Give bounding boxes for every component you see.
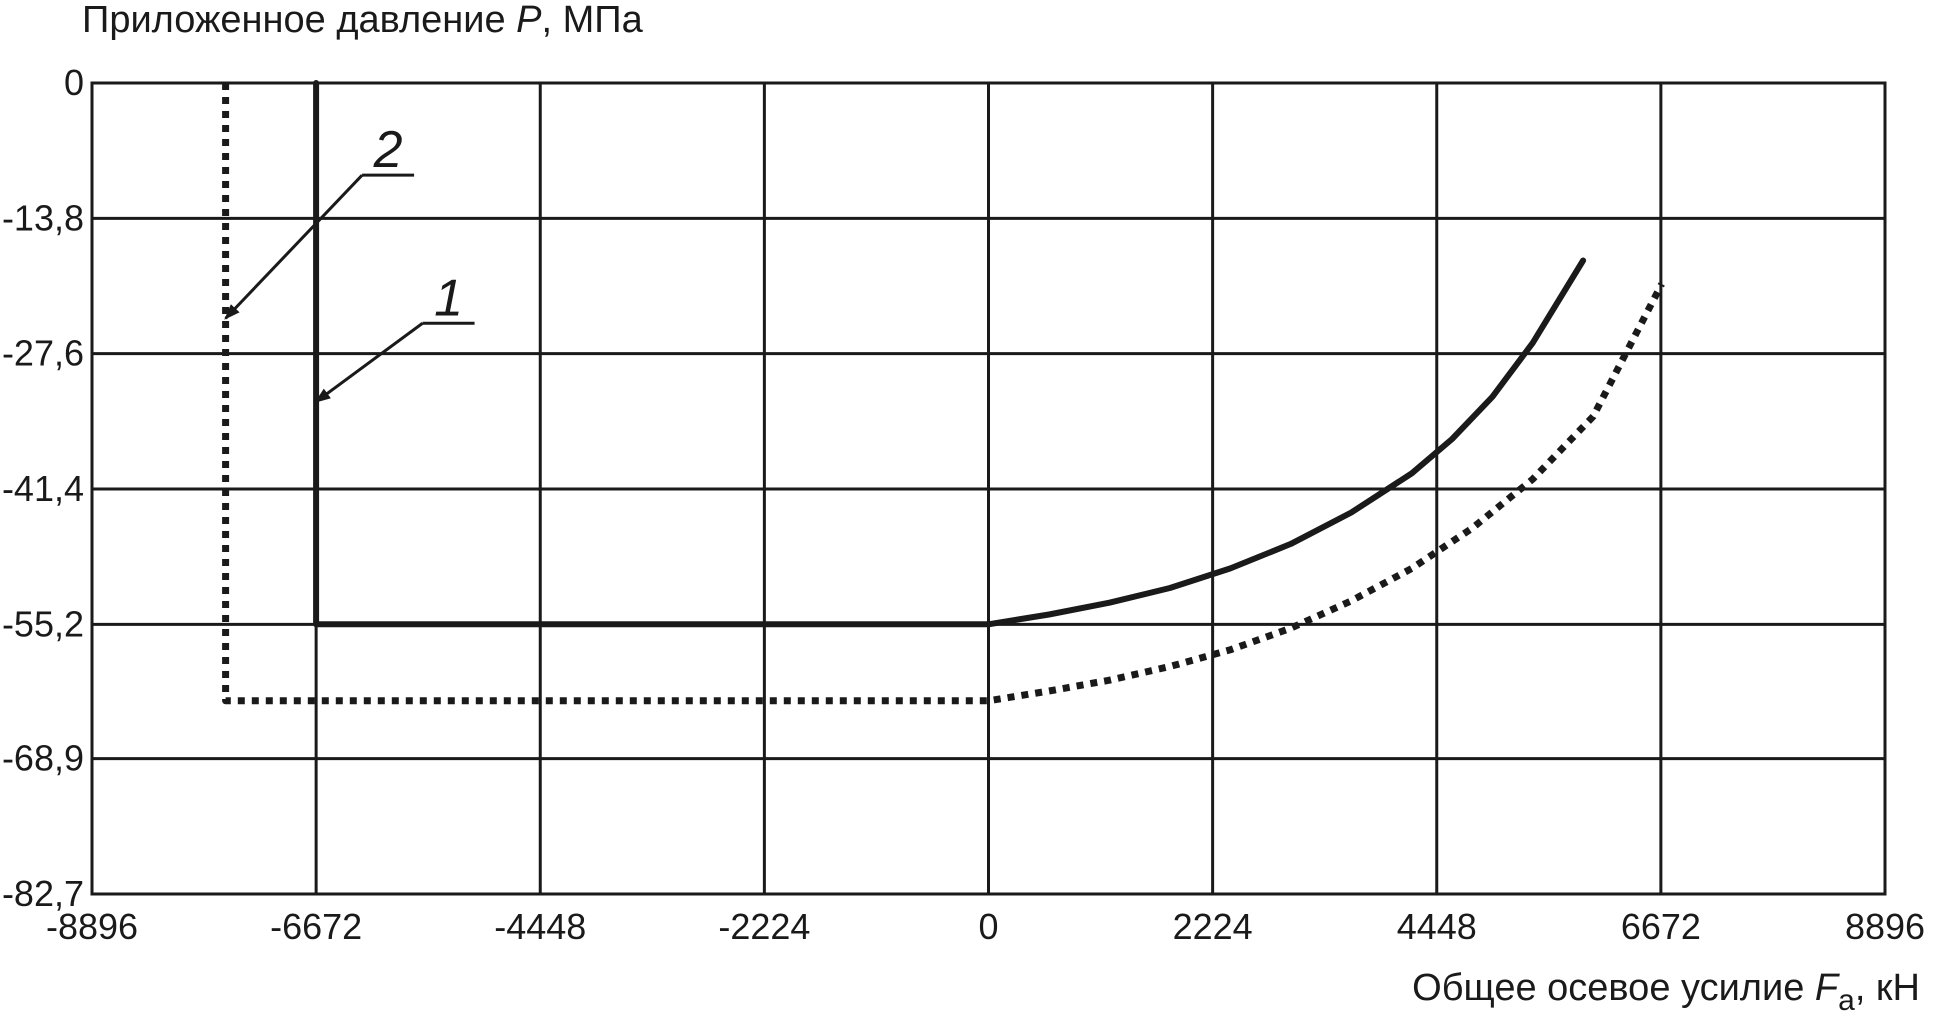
x-axis-title-prefix: Общее осевое усилие bbox=[1412, 967, 1815, 1009]
series-1-line bbox=[313, 80, 1587, 628]
x-axis-title-suffix: , кН bbox=[1855, 967, 1920, 1009]
y-tick-label-1: -13,8 bbox=[2, 197, 84, 238]
series-2-line bbox=[222, 83, 1665, 705]
x-tick-label-7: 6672 bbox=[1621, 906, 1701, 947]
x-axis-title-sub: a bbox=[1838, 984, 1855, 1017]
x-tick-label-0: -8896 bbox=[46, 906, 138, 947]
y-tick-label-6: -82,7 bbox=[2, 873, 84, 914]
grid bbox=[90, 81, 1887, 896]
y-tick-labels: 0 -13,8 -27,6 -41,4 -55,2 -68,9 -82,7 bbox=[2, 62, 84, 914]
series-group bbox=[222, 80, 1665, 705]
x-tick-label-5: 2224 bbox=[1173, 906, 1253, 947]
annotation-1-arrow bbox=[314, 322, 424, 403]
x-tick-labels: -8896 -6672 -4448 -2224 0 2224 4448 6672 8896 bbox=[46, 906, 1925, 947]
y-tick-label-2: -27,6 bbox=[2, 333, 84, 374]
y-axis-title-var: P bbox=[516, 0, 542, 41]
y-tick-label-4: -55,2 bbox=[2, 603, 84, 644]
x-axis-title-var: F bbox=[1815, 967, 1840, 1009]
x-tick-label-3: -2224 bbox=[718, 906, 810, 947]
x-tick-label-4: 0 bbox=[978, 906, 998, 947]
x-tick-label-1: -6672 bbox=[270, 906, 362, 947]
y-axis-title: Приложенное давление P, МПа bbox=[82, 0, 644, 41]
y-tick-label-3: -41,4 bbox=[2, 468, 84, 509]
y-axis-title-prefix: Приложенное давление bbox=[82, 0, 516, 41]
annotations: 12 bbox=[224, 121, 475, 403]
annotation-2-arrow bbox=[224, 174, 364, 320]
annotation-2-label: 2 bbox=[373, 121, 403, 179]
x-tick-label-8: 8896 bbox=[1845, 906, 1925, 947]
plot-frame bbox=[90, 81, 1887, 896]
x-tick-label-6: 4448 bbox=[1397, 906, 1477, 947]
y-tick-label-0: 0 bbox=[64, 62, 84, 103]
x-tick-label-2: -4448 bbox=[494, 906, 586, 947]
y-tick-label-5: -68,9 bbox=[2, 738, 84, 779]
x-axis-title: Общее осевое усилие Fa, кН bbox=[1412, 967, 1920, 1017]
annotation-1-label: 1 bbox=[434, 269, 463, 327]
y-axis-title-suffix: , МПа bbox=[542, 0, 644, 41]
